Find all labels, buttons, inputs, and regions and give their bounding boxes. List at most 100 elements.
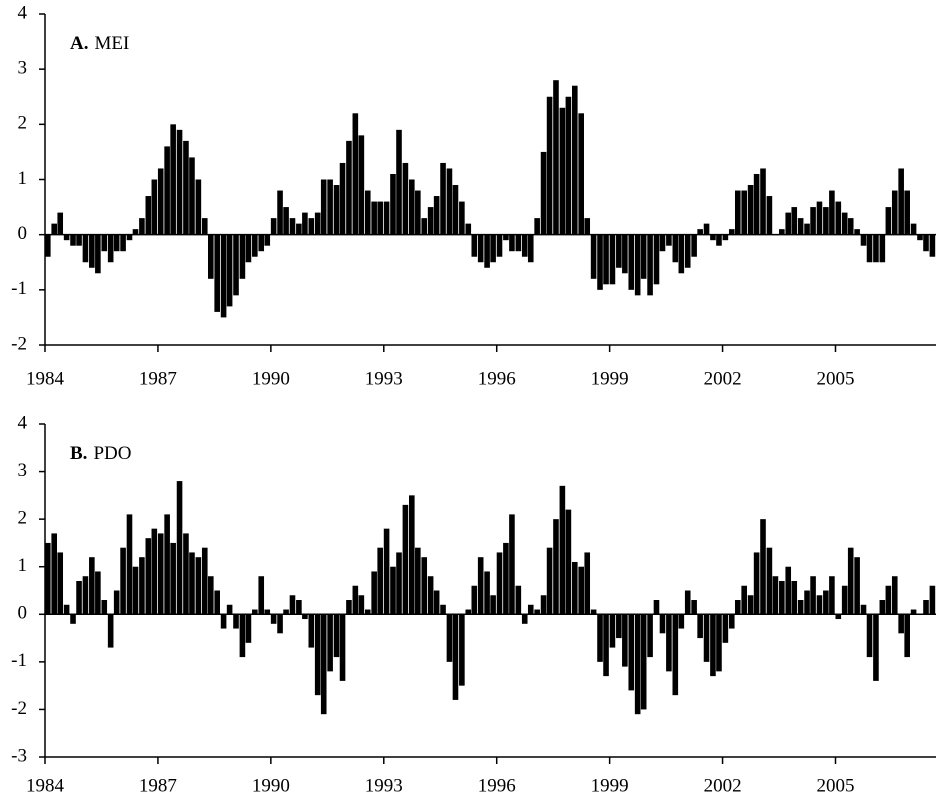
panel-title: A. MEI — [70, 33, 129, 54]
bar — [333, 185, 340, 235]
bar — [603, 234, 609, 285]
bar — [910, 609, 917, 615]
bar — [616, 234, 622, 268]
bar — [603, 614, 609, 677]
bar — [195, 557, 202, 615]
bar — [207, 576, 214, 615]
bar — [747, 185, 754, 235]
bar — [446, 614, 453, 662]
bar — [459, 614, 465, 686]
x-tick-label: 1984 — [26, 368, 65, 389]
bar — [82, 234, 89, 263]
bar — [95, 234, 101, 274]
x-tick-label: 1996 — [478, 775, 516, 796]
bar — [207, 234, 214, 279]
bar — [553, 80, 559, 235]
bar — [684, 590, 691, 615]
bar — [628, 614, 635, 691]
bar — [616, 614, 622, 639]
bar — [95, 571, 101, 615]
bar — [452, 614, 459, 700]
y-tick-label: 0 — [18, 223, 28, 244]
y-tick-label: -2 — [11, 698, 27, 719]
bar — [283, 609, 289, 615]
bar — [753, 173, 760, 235]
bar — [377, 547, 383, 615]
bar — [409, 495, 415, 615]
bar — [797, 600, 804, 615]
bar — [82, 576, 89, 615]
bar — [440, 604, 446, 615]
bar — [233, 614, 239, 629]
x-tick-label: 1999 — [591, 775, 629, 796]
bar — [760, 168, 766, 235]
bar — [691, 234, 697, 257]
y-tick-label: -3 — [11, 745, 27, 766]
bar — [678, 614, 685, 629]
bar — [377, 201, 383, 235]
x-tick-label: 2002 — [704, 775, 742, 796]
bar — [810, 576, 816, 615]
bar — [471, 585, 478, 615]
bar — [296, 600, 302, 615]
bar — [578, 113, 584, 235]
bar — [383, 201, 390, 235]
x-tick-label: 2005 — [816, 368, 854, 389]
bar — [101, 600, 108, 615]
bar — [622, 234, 628, 274]
x-tick-label: 1987 — [139, 368, 177, 389]
bar — [540, 151, 547, 235]
bar — [126, 234, 133, 241]
bar — [747, 595, 754, 615]
bar — [734, 600, 741, 615]
bar — [509, 234, 515, 252]
bar — [101, 234, 108, 252]
bar — [45, 234, 51, 257]
bar — [452, 185, 459, 235]
bar — [176, 129, 183, 235]
bar — [484, 234, 490, 268]
bar — [917, 234, 923, 241]
bar — [252, 609, 258, 615]
bar — [145, 538, 152, 615]
bar — [239, 614, 246, 658]
bar — [477, 234, 484, 263]
bar — [791, 580, 798, 615]
bar — [829, 190, 835, 235]
bar — [176, 481, 183, 615]
bar — [829, 576, 835, 615]
panel-name: MEI — [94, 33, 129, 54]
bar — [634, 234, 641, 296]
bar — [710, 234, 716, 241]
bar — [816, 201, 823, 235]
bar — [465, 223, 472, 235]
bar — [51, 223, 57, 235]
bar — [866, 614, 873, 658]
bar — [722, 614, 729, 643]
bar — [835, 614, 842, 620]
bar — [245, 614, 252, 643]
bar — [847, 547, 854, 615]
bar — [716, 234, 722, 246]
bar — [697, 229, 703, 235]
y-tick-label: -2 — [11, 333, 27, 354]
bar — [189, 552, 195, 615]
x-tick-label: 1990 — [252, 368, 290, 389]
bar — [553, 519, 559, 615]
bar — [584, 218, 591, 235]
bar — [653, 234, 660, 285]
bar — [283, 207, 289, 235]
bar — [503, 234, 509, 241]
bar — [402, 162, 409, 235]
bar — [546, 547, 553, 615]
bar — [183, 533, 189, 615]
bar — [289, 595, 296, 615]
bar — [327, 614, 333, 672]
x-tick-label: 1984 — [26, 775, 65, 796]
bar — [139, 557, 145, 615]
bar — [107, 614, 114, 648]
bar — [622, 614, 628, 667]
bar — [540, 595, 547, 615]
bar — [753, 552, 760, 615]
